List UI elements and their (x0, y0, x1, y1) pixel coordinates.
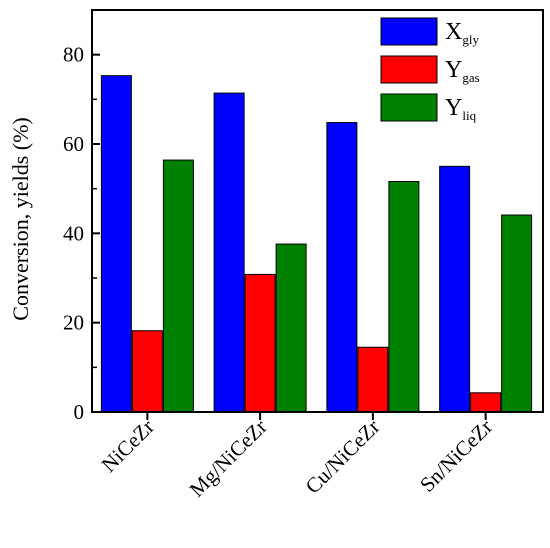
bar-liq-3 (501, 214, 533, 413)
bar-gas-2 (357, 346, 389, 413)
y-tick-label: 80 (63, 43, 84, 67)
legend-swatch-liq (380, 93, 438, 122)
bar-gly-3 (439, 165, 471, 413)
bar-gly-1 (213, 92, 245, 413)
x-tick-label: Cu/NiCeZr (301, 415, 385, 499)
y-tick-label: 20 (63, 311, 84, 335)
legend-swatch-gas (380, 55, 438, 84)
legend-label-liq: Yliq (445, 95, 477, 123)
bar-gas-1 (244, 273, 276, 413)
bar-gas-3 (470, 392, 502, 413)
x-tick-label: Sn/NiCeZr (415, 415, 497, 497)
plot-frame (91, 9, 544, 413)
bar-gly-2 (326, 122, 358, 413)
y-axis: 0 20 40 60 80 (63, 43, 100, 424)
x-tick-label: NiCeZr (97, 415, 159, 477)
y-tick-label: 0 (74, 400, 85, 424)
legend-label-gas: Ygas (445, 57, 480, 85)
y-axis-label: Conversion, yields (%) (8, 117, 33, 320)
bar-gly-0 (100, 75, 132, 413)
x-axis: NiCeZr Mg/NiCeZr Cu/NiCeZr Sn/NiCeZr (97, 412, 497, 502)
bar-liq-2 (388, 181, 420, 413)
y-tick-label: 40 (63, 221, 84, 245)
bars-group (100, 75, 533, 413)
bar-liq-0 (162, 159, 194, 413)
bar-liq-1 (275, 243, 307, 413)
y-tick-label: 60 (63, 132, 84, 156)
bar-gas-0 (131, 330, 163, 413)
legend-swatch-gly (380, 17, 438, 46)
x-tick-label: Mg/NiCeZr (185, 415, 272, 502)
legend: Xgly Ygas Yliq (380, 17, 480, 123)
legend-label-gly: Xgly (445, 19, 479, 47)
